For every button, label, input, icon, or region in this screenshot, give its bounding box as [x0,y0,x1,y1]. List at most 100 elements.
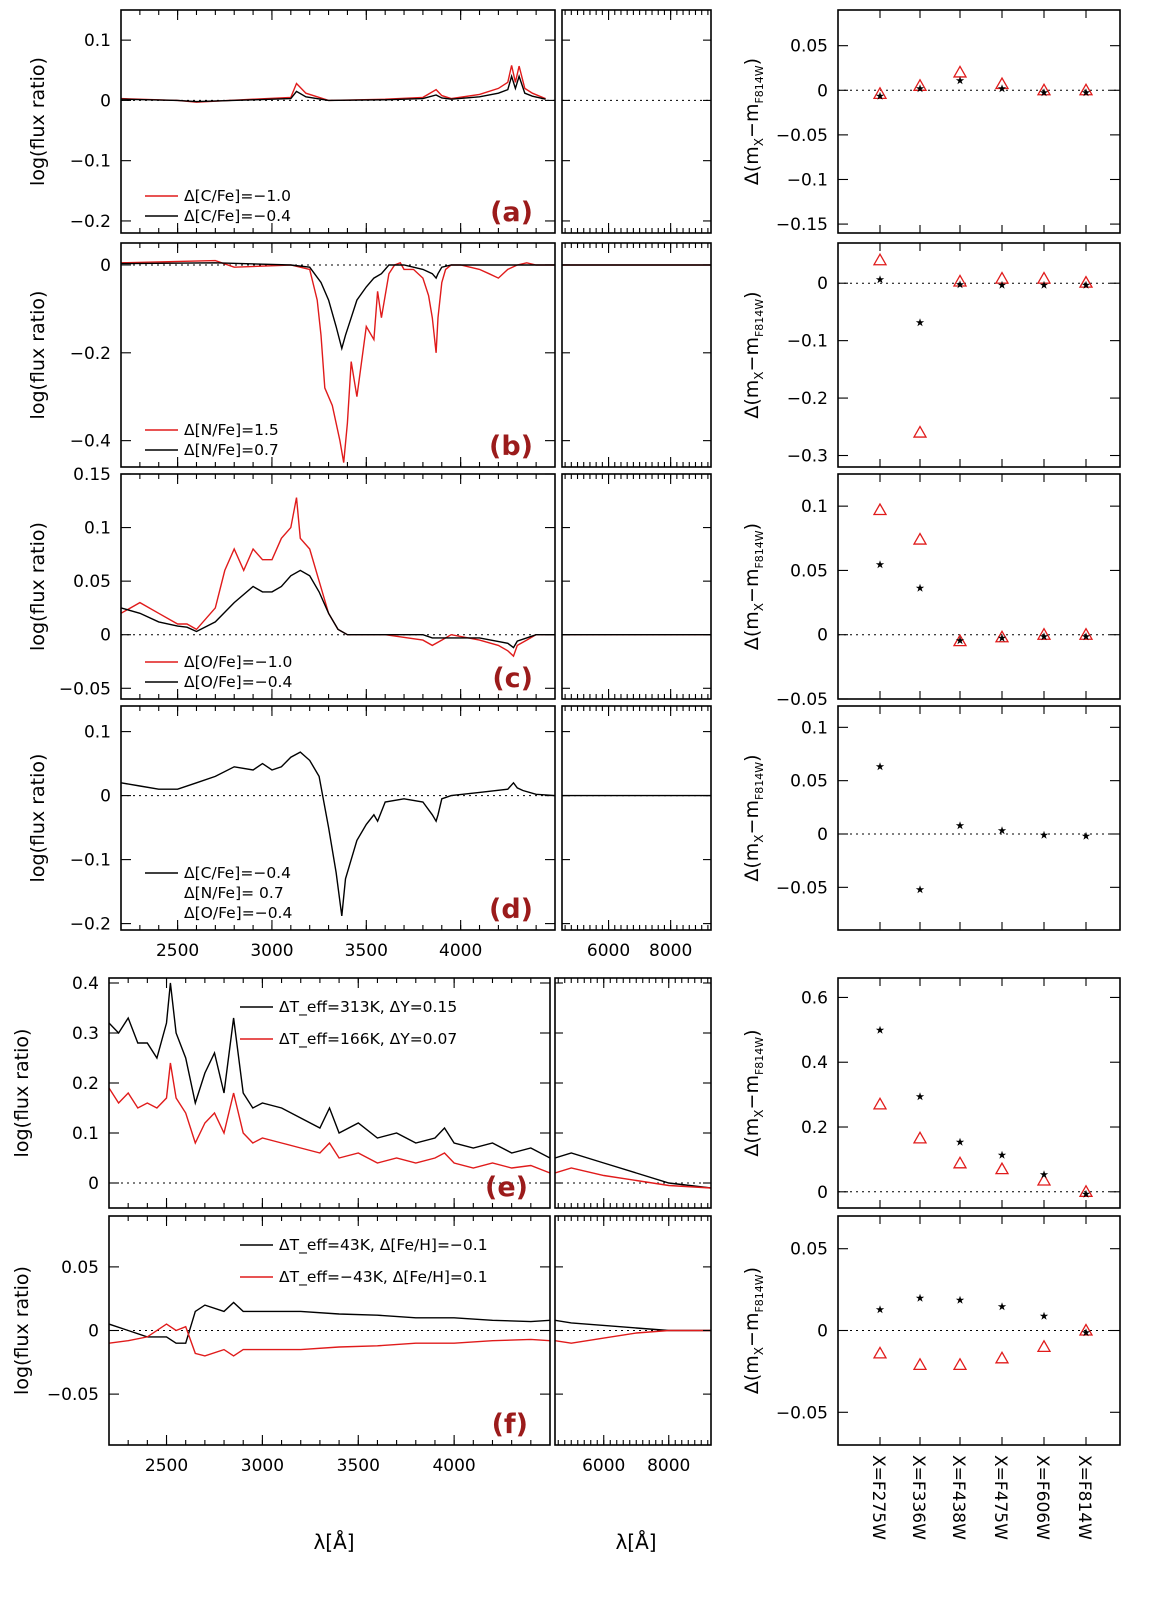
series-line-uv-2 [121,569,555,649]
frame-uv [120,705,556,931]
y-tick-label: 0.3 [72,1024,99,1044]
frame-mag [837,242,1121,468]
legend-label: Δ[C/Fe]=−0.4 [184,864,291,882]
panel-c: 0.15 0.1 0.05 0 −0.05 log(flux ratio) Δ[O/Fe]=… [27,465,1121,710]
marker-triangle [872,1346,888,1359]
y-tick-label: −0.05 [776,1403,828,1423]
x-tick-label: 8000 [647,1456,690,1476]
y-tick-label: −0.05 [59,679,111,699]
marker-triangle [1036,1173,1052,1186]
x-tick-label: 3500 [345,941,388,961]
series-line-optical-1 [555,1152,711,1189]
series-line-uv-1 [109,1301,550,1344]
filter-label: X=F275W [868,1455,888,1540]
mag-panel-e: 0.6 0.4 0.2 0 Δ(mX−mF814W) ⋆ ⋆ ⋆ ⋆ ⋆ ⋆ [741,977,1121,1209]
y-tick-label: 0 [88,1174,99,1194]
marker-triangle [952,1155,968,1169]
panel-a: 0.1 0 −0.1 −0.2 log(flux ratio) Δ[C/Fe]=−1.0 Δ… [27,9,1121,235]
marker-triangle [952,65,968,78]
frame-uv [120,473,556,700]
y-tick-label: 0.05 [790,1240,828,1260]
x-tick-label: 2500 [145,1456,188,1476]
y-axis-label: log(flux ratio) [27,522,49,651]
y-tick-label: 0.05 [73,572,111,592]
y-axis-label: log(flux ratio) [11,1266,33,1395]
mag-y-axis-label: Δ(mX−mF814W) [741,523,766,650]
marker-triangle [1036,627,1052,640]
y-tick-label: 0.2 [801,1118,828,1138]
marker-triangle [1078,1184,1094,1197]
marker-star: ⋆ [1079,824,1093,849]
marker-triangle [912,1357,928,1370]
marker-star: ⋆ [995,77,1009,102]
filter-label: X=F814W [1074,1455,1094,1540]
mag-panel-d: 0.1 0.05 0 −0.05 Δ(mX−mF814W) ⋆ ⋆ ⋆ ⋆ ⋆ ⋆ [741,705,1121,931]
y-tick-label: −0.2 [787,389,828,409]
frame-optical [561,473,712,700]
x-tick-label: 8000 [649,941,692,961]
series-line-uv-2 [109,1062,550,1174]
marker-triangle [1036,1339,1052,1353]
legend-label: ΔT_eff=−43K, Δ[Fe/H]=0.1 [279,1268,488,1287]
marker-triangle [1078,1323,1094,1336]
marker-star: ⋆ [1079,273,1093,298]
panel-tag: (a) [490,197,533,228]
frame-mag [837,473,1121,700]
marker-star: ⋆ [953,629,967,654]
marker-star: ⋆ [1037,1304,1051,1329]
y-tick-label: −0.15 [776,215,828,235]
mag-panel-f: 0.05 0 −0.05 Δ(mX−mF814W) ⋆ ⋆ ⋆ ⋆ ⋆ ⋆ [741,1215,1121,1446]
marker-triangle [1078,275,1094,288]
marker-star: ⋆ [1037,80,1051,105]
series-line-uv-1 [121,65,546,103]
frame-mag [837,9,1121,234]
marker-star: ⋆ [1079,80,1093,105]
y-tick-label: −0.3 [787,447,828,467]
marker-triangle [1036,82,1052,96]
frame-optical [554,977,712,1209]
y-tick-label: −0.05 [47,1385,99,1405]
marker-star: ⋆ [953,1130,967,1155]
mag-panel-a: 0.05 0 −0.05 −0.1 −0.15 Δ(mX−mF814W) ⋆ ⋆ ⋆ ⋆ ⋆ ⋆ [741,9,1121,235]
y-tick-label: −0.1 [787,332,828,352]
marker-star: ⋆ [913,311,927,336]
marker-triangle [872,86,888,99]
legend-label: Δ[C/Fe]=−0.4 [184,207,291,225]
mag-panel-b: 0 −0.1 −0.2 −0.3 Δ(mX−mF814W) ⋆ ⋆ ⋆ ⋆ ⋆ ⋆ [741,242,1121,468]
mag-y-axis-label: Δ(mX−mF814W) [741,291,766,418]
marker-star: ⋆ [1037,823,1051,848]
y-tick-label: 0.05 [790,772,828,792]
x-axis-label-uv: λ[Å] [313,1530,354,1554]
frame-uv [120,9,556,234]
x-tick-label: 2500 [156,941,199,961]
panel-tag: (e) [485,1172,528,1203]
y-tick-label: 0 [100,256,111,276]
filter-label: X=F336W [908,1455,928,1540]
filter-label: X=F438W [948,1455,968,1540]
y-tick-label: 0.6 [801,988,828,1008]
series-line-uv-1 [121,259,555,463]
marker-triangle [994,1161,1010,1175]
series-line-optical-1 [555,1319,711,1332]
series-line-uv-2 [121,262,555,352]
marker-star: ⋆ [1079,625,1093,650]
y-tick-label: −0.05 [776,878,828,898]
marker-star: ⋆ [995,626,1009,651]
marker-star: ⋆ [1037,625,1051,650]
y-tick-label: −0.1 [70,152,111,172]
legend-label: Δ[N/Fe]= 0.7 [184,884,284,902]
marker-triangle [912,78,928,91]
series-line-uv-1 [121,497,555,658]
marker-star: ⋆ [873,267,887,292]
series-line-uv-2 [109,1323,550,1357]
marker-star: ⋆ [913,77,927,102]
y-tick-label: −0.05 [776,126,828,146]
marker-star: ⋆ [953,273,967,298]
mag-y-axis-label: Δ(mX−mF814W) [741,1267,766,1394]
legend-label: Δ[O/Fe]=−1.0 [184,653,292,671]
marker-star: ⋆ [953,69,967,94]
y-tick-label: 0.05 [61,1258,99,1278]
marker-triangle [1078,82,1094,96]
y-tick-label: 0.1 [72,1124,99,1144]
